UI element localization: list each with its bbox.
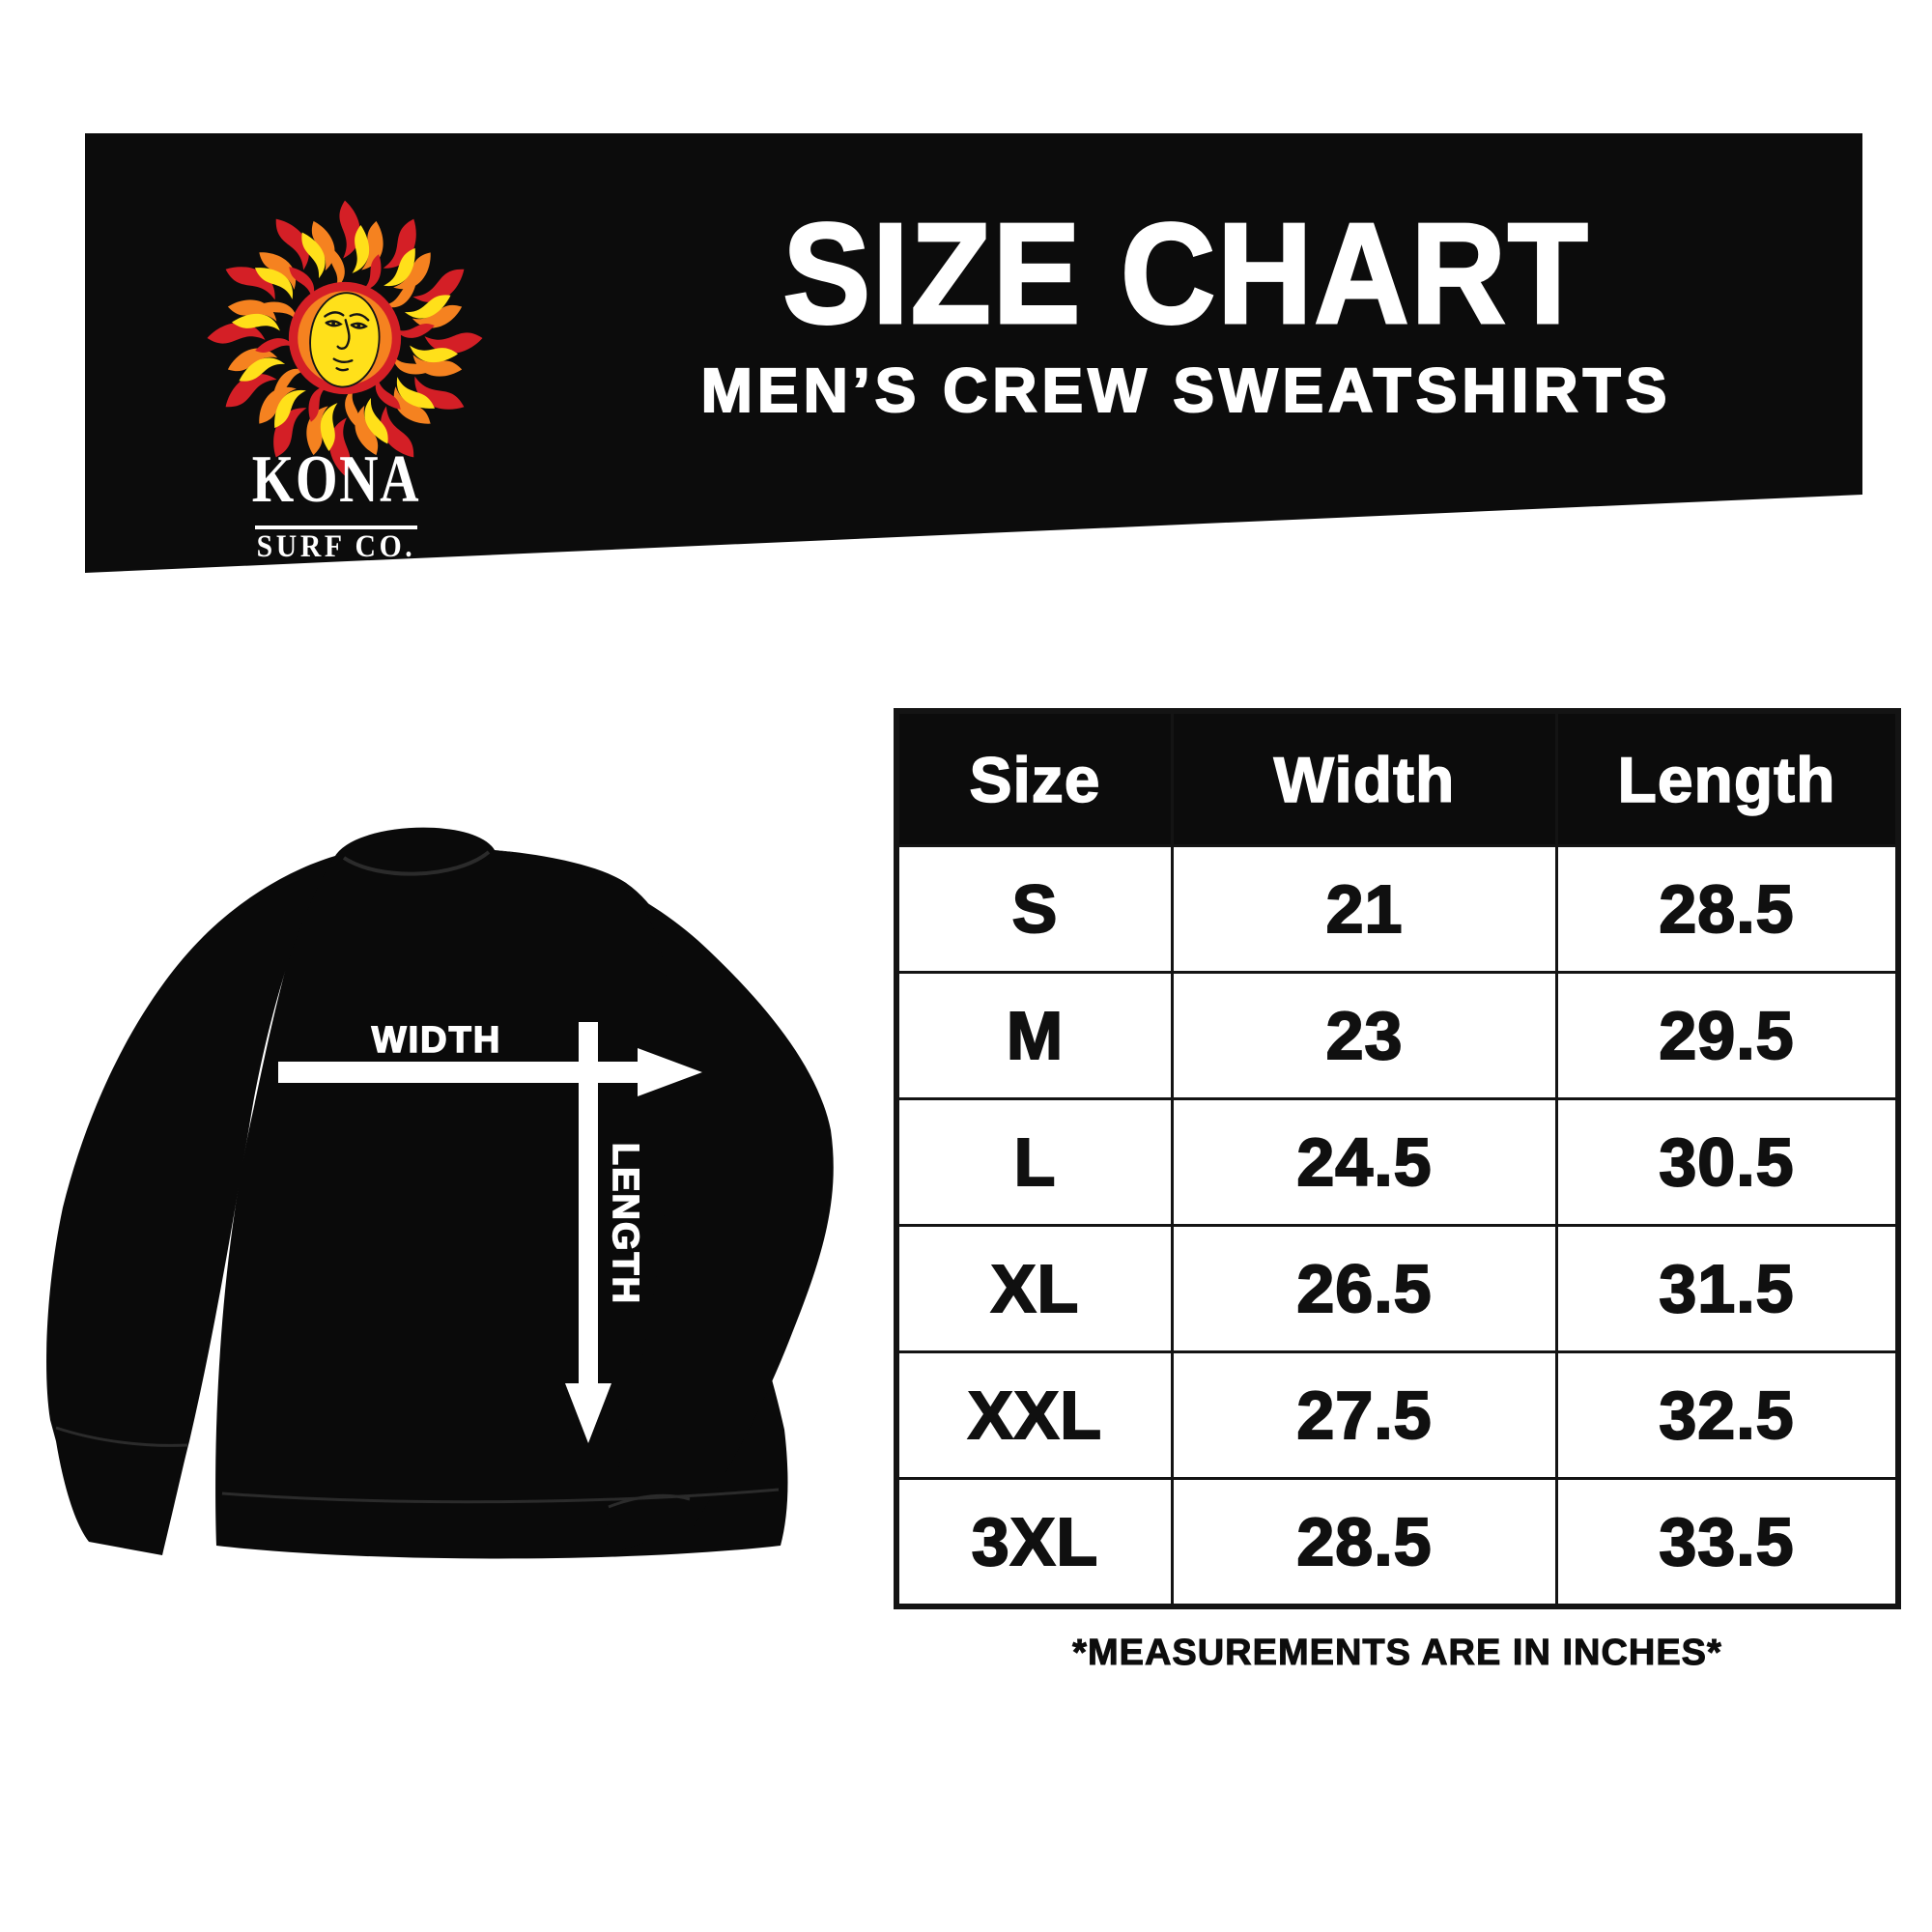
table-cell: M [899,974,1171,1097]
table-cell: 26.5 [1174,1227,1555,1350]
page-title: SIZE CHART [781,194,1590,354]
table-cell: XL [899,1227,1171,1350]
table-header-size: Size [899,714,1171,844]
page-subtitle: MEN’S CREW SWEATSHIRTS [700,355,1672,425]
table-cell: 32.5 [1558,1353,1895,1477]
table-cell: L [899,1100,1171,1224]
width-label: WIDTH [372,1020,502,1061]
table-cell: 31.5 [1558,1227,1895,1350]
width-arrow-icon [278,1048,702,1096]
table-header-length: Length [1558,714,1895,844]
logo-divider [255,526,417,529]
table-cell: 3XL [899,1480,1171,1604]
table-cell: 28.5 [1558,847,1895,971]
length-arrow-icon [565,1022,611,1443]
garment-seams [55,850,780,1509]
header-banner: KONA SURF CO. SIZE CHART MEN’S CREW SWEA… [85,133,1862,573]
table-cell: 23 [1174,974,1555,1097]
sun-face [309,292,381,388]
brand-subname: SURF CO. [256,529,416,564]
table-cell: 29.5 [1558,974,1895,1097]
table-cell: 33.5 [1558,1480,1895,1604]
table-cell: 21 [1174,847,1555,971]
table-cell: 30.5 [1558,1100,1895,1224]
measurements-note: *MEASUREMENTS ARE IN INCHES* [1072,1633,1722,1674]
table-cell: 24.5 [1174,1100,1555,1224]
length-label: LENGTH [605,1143,645,1305]
table-cell: XXL [899,1353,1171,1477]
table-header-width: Width [1174,714,1555,844]
brand-name: KONA [251,442,421,517]
table-cell: 27.5 [1174,1353,1555,1477]
size-table: Size Width Length S 21 28.5 M 23 29.5 L … [894,708,1901,1609]
table-cell: 28.5 [1174,1480,1555,1604]
sweatshirt-diagram: WIDTH LENGTH [46,827,834,1559]
table-cell: S [899,847,1171,971]
sun-logo-icon [207,200,483,476]
